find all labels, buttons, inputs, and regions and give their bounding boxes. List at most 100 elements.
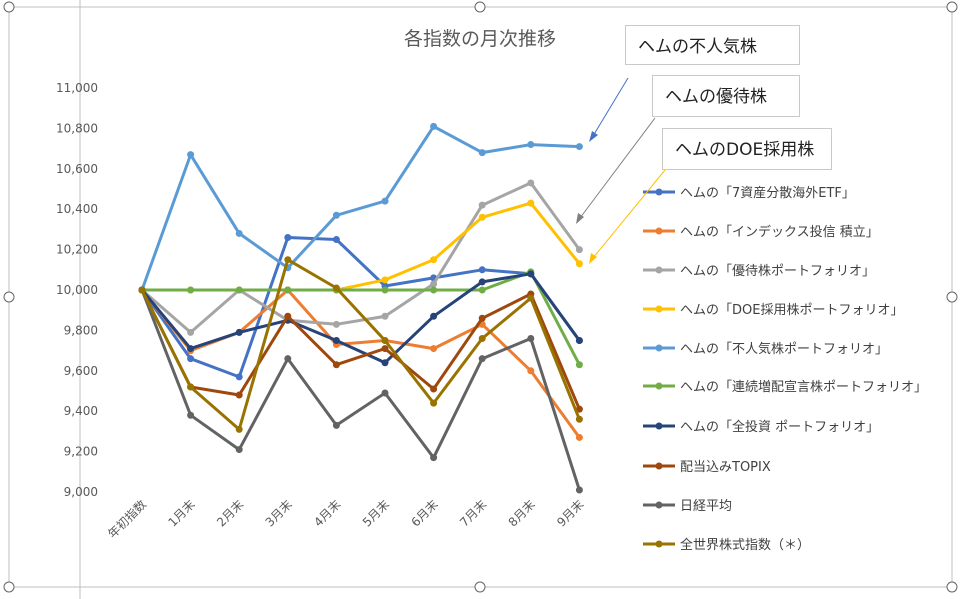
y-tick-label: 10,800 — [56, 121, 98, 135]
legend-swatch-marker — [655, 188, 663, 196]
legend-item: ヘムの「不人気株ポートフォリオ」 — [643, 341, 888, 357]
x-tick-label: 1月末 — [165, 497, 197, 529]
resize-handle-right[interactable] — [946, 291, 958, 303]
legend: ヘムの「7資産分散海外ETF」ヘムの「インデックス投信 積立」ヘムの「優待株ポー… — [643, 185, 927, 553]
y-tick-label: 9,400 — [64, 404, 98, 418]
callout-arrow-unpopular — [592, 77, 629, 137]
data-point — [430, 454, 438, 462]
data-point — [527, 270, 535, 278]
data-point — [332, 211, 340, 219]
data-point — [332, 236, 340, 243]
data-point — [575, 337, 583, 344]
data-point — [575, 361, 583, 369]
data-point — [235, 425, 243, 433]
data-point — [284, 312, 292, 320]
data-point — [187, 286, 195, 294]
y-tick-label: 10,000 — [56, 283, 98, 297]
resize-handle-bottom-right[interactable] — [946, 581, 958, 593]
y-tick-label: 10,200 — [56, 243, 98, 257]
data-point — [430, 312, 438, 320]
data-point — [381, 276, 389, 284]
series-line — [140, 236, 581, 379]
data-point — [284, 233, 292, 241]
series-line — [140, 258, 581, 431]
legend-item: 全世界株式指数（＊） — [643, 537, 810, 553]
data-point — [187, 151, 195, 159]
legend-label: ヘムの「不人気株ポートフォリオ」 — [680, 341, 888, 357]
legend-swatch-marker — [655, 422, 663, 430]
legend-swatch-marker — [655, 344, 663, 352]
legend-label: ヘムの「連続増配宣言株ポートフォリオ」 — [680, 379, 927, 395]
data-point — [527, 141, 535, 149]
resize-handle-left[interactable] — [3, 291, 15, 303]
y-tick-label: 9,200 — [64, 445, 98, 459]
data-point — [235, 373, 243, 381]
legend-item: ヘムの「優待株ポートフォリオ」 — [643, 264, 875, 279]
data-point — [478, 334, 486, 342]
selection-handles[interactable] — [3, 1, 958, 593]
y-tick-label: 11,000 — [56, 81, 98, 95]
legend-swatch-marker — [655, 501, 663, 509]
resize-handle-bottom[interactable] — [474, 581, 486, 593]
series-3 — [138, 199, 583, 294]
resize-handle-top-right[interactable] — [946, 1, 958, 13]
x-tick-label: 3月末 — [263, 497, 295, 529]
legend-swatch-marker — [655, 305, 663, 313]
y-tick-label: 10,400 — [56, 202, 98, 216]
data-point — [430, 345, 438, 353]
data-point — [527, 334, 535, 342]
series-9 — [138, 256, 583, 433]
data-point — [527, 367, 535, 375]
data-point — [235, 229, 243, 237]
data-point — [381, 286, 389, 294]
legend-item: 配当込みTOPIX — [643, 460, 771, 475]
series-6 — [138, 270, 583, 367]
data-point — [235, 328, 243, 336]
series-layer — [138, 122, 583, 494]
chart-title: 各指数の月次推移 — [404, 28, 556, 50]
x-tick-label: 7月末 — [457, 497, 489, 529]
series-line — [140, 289, 581, 491]
data-point — [332, 421, 340, 429]
data-point — [284, 286, 292, 294]
data-point — [381, 337, 389, 344]
series-line — [140, 124, 580, 291]
x-tick-label: 8月末 — [506, 497, 538, 529]
callout-arrowhead-yutai — [576, 213, 584, 224]
data-point — [478, 314, 486, 322]
data-point — [478, 355, 486, 363]
data-point — [478, 201, 486, 209]
resize-handle-top[interactable] — [474, 1, 486, 13]
legend-label: ヘムの「優待株ポートフォリオ」 — [680, 264, 875, 279]
legend-swatch-marker — [655, 462, 663, 470]
data-point — [187, 383, 195, 391]
data-point — [575, 415, 583, 423]
x-tick-label: 5月末 — [360, 497, 392, 529]
series-7 — [138, 286, 583, 413]
data-point — [235, 391, 243, 399]
callout-arrows — [576, 77, 666, 264]
data-point — [527, 294, 535, 302]
x-tick-label: 2月末 — [214, 497, 246, 529]
legend-label: 全世界株式指数（＊） — [680, 537, 810, 553]
legend-swatch-marker — [655, 382, 663, 390]
callout-arrow-doe — [592, 169, 666, 259]
legend-item: ヘムの「全投資 ポートフォリオ」 — [643, 419, 879, 435]
resize-handle-bottom-left[interactable] — [3, 581, 15, 593]
callout-arrow-yutai — [579, 117, 656, 219]
series-8 — [138, 286, 583, 494]
callout-yutai: ヘムの優待株 — [652, 75, 800, 117]
series-line — [141, 181, 581, 334]
series-line — [140, 289, 581, 410]
data-point — [187, 355, 195, 363]
data-point — [575, 246, 583, 254]
data-point — [527, 179, 535, 187]
data-point — [235, 286, 243, 294]
data-point — [332, 320, 340, 328]
data-point — [332, 361, 340, 369]
resize-handle-top-left[interactable] — [3, 1, 15, 13]
data-point — [575, 486, 583, 494]
y-tick-label: 9,000 — [64, 485, 98, 499]
data-point — [187, 411, 195, 419]
